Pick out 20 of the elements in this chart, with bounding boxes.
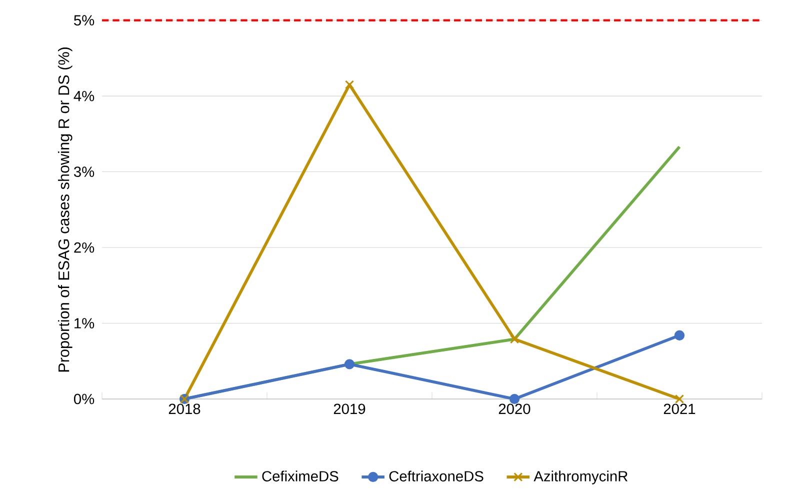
point [344, 359, 355, 370]
point [509, 394, 520, 404]
y-tick-label: 3% [74, 166, 94, 177]
point [344, 80, 354, 90]
point [674, 394, 684, 404]
x-tick-label: 2019 [334, 404, 366, 414]
point [674, 330, 685, 340]
y-axis-title: Proportion of ESAG cases showing R or DS (%) [58, 47, 72, 372]
x-tick-label: 2020 [498, 404, 530, 414]
y-tick-label: 0% [74, 394, 94, 404]
x-tick-label: 2021 [664, 404, 696, 414]
y-tick-label: 5% [74, 15, 94, 26]
y-tick-label: 4% [74, 90, 94, 102]
y-tick-label: 1% [74, 318, 94, 328]
point [510, 334, 520, 344]
legend-label: AzithromycinR [534, 470, 628, 484]
legend-label: CefiximeDS [262, 470, 338, 482]
y-tick-label: 2% [74, 242, 94, 253]
x-tick-label: 2018 [168, 404, 200, 414]
legend-label: CeftriaxoneDS [389, 470, 484, 482]
